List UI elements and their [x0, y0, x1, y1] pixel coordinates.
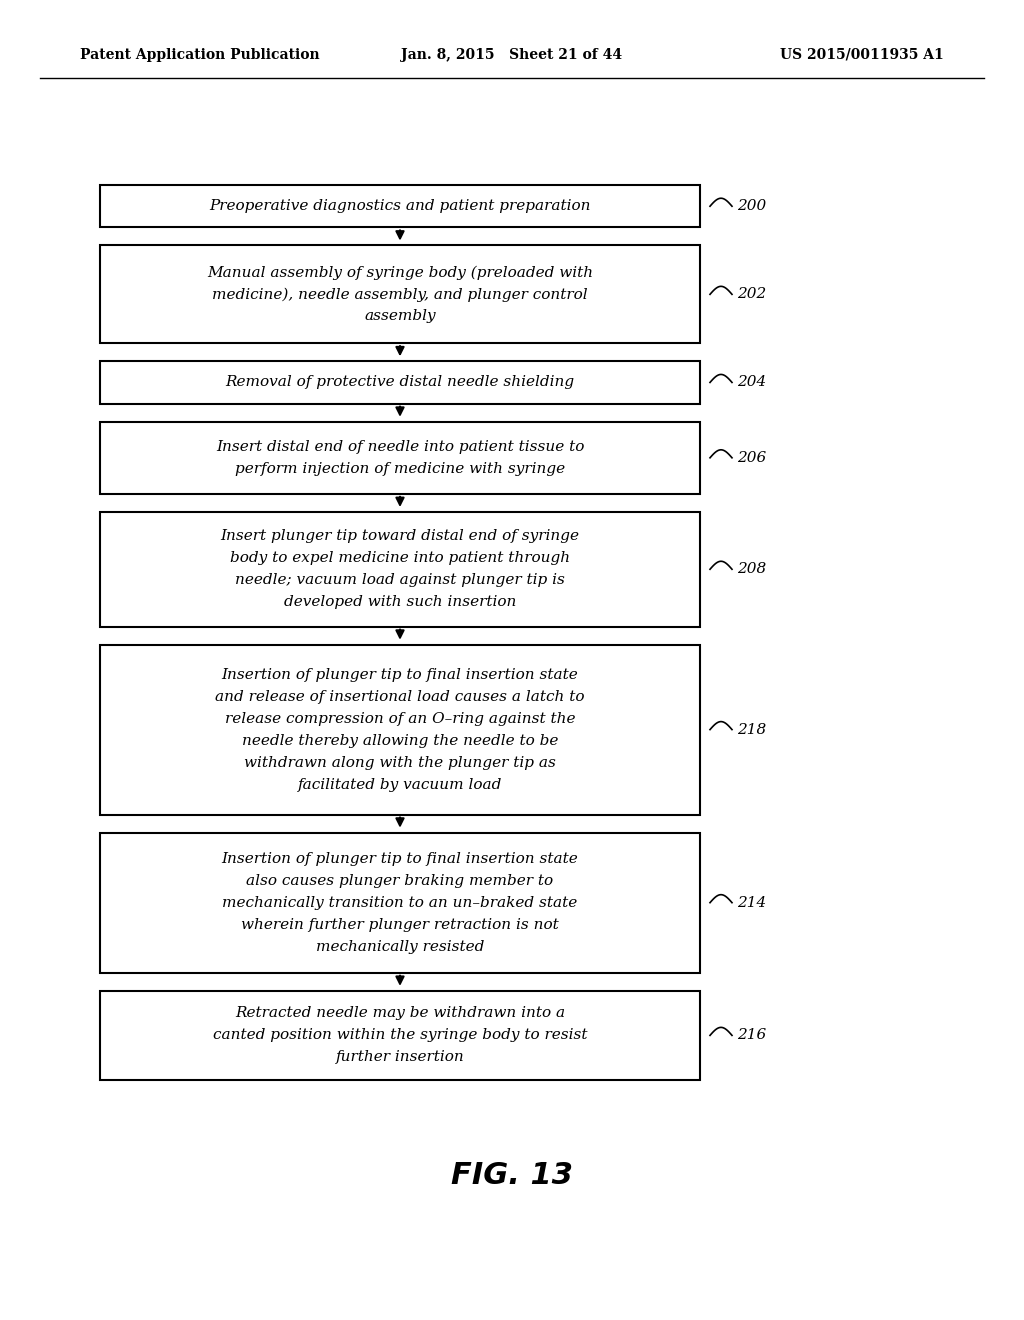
Text: 218: 218: [737, 722, 766, 737]
Bar: [100, 421, 700, 494]
Text: further insertion: further insertion: [336, 1051, 464, 1064]
Text: Insertion of plunger tip to final insertion state: Insertion of plunger tip to final insert…: [221, 668, 579, 681]
Text: 200: 200: [737, 199, 766, 214]
Text: medicine), needle assembly, and plunger control: medicine), needle assembly, and plunger …: [212, 288, 588, 301]
Text: Insertion of plunger tip to final insertion state: Insertion of plunger tip to final insert…: [221, 851, 579, 866]
Text: 214: 214: [737, 896, 766, 909]
Text: developed with such insertion: developed with such insertion: [284, 595, 516, 610]
Text: body to expel medicine into patient through: body to expel medicine into patient thro…: [230, 552, 570, 565]
Text: 202: 202: [737, 288, 766, 301]
Text: Preoperative diagnostics and patient preparation: Preoperative diagnostics and patient pre…: [209, 199, 591, 214]
Text: mechanically resisted: mechanically resisted: [315, 940, 484, 953]
Text: Manual assembly of syringe body (preloaded with: Manual assembly of syringe body (preload…: [207, 265, 593, 280]
Text: withdrawn along with the plunger tip as: withdrawn along with the plunger tip as: [244, 755, 556, 770]
Text: needle; vacuum load against plunger tip is: needle; vacuum load against plunger tip …: [236, 573, 565, 587]
Bar: [100, 512, 700, 627]
Text: Patent Application Publication: Patent Application Publication: [80, 48, 319, 62]
Text: also causes plunger braking member to: also causes plunger braking member to: [247, 874, 554, 887]
Text: 208: 208: [737, 562, 766, 577]
Text: canted position within the syringe body to resist: canted position within the syringe body …: [213, 1028, 587, 1043]
Text: facilitated by vacuum load: facilitated by vacuum load: [298, 777, 502, 792]
Bar: [100, 185, 700, 227]
Text: FIG. 13: FIG. 13: [451, 1160, 573, 1189]
Text: Insert plunger tip toward distal end of syringe: Insert plunger tip toward distal end of …: [220, 529, 580, 544]
Text: Retracted needle may be withdrawn into a: Retracted needle may be withdrawn into a: [234, 1006, 565, 1020]
Text: Insert distal end of needle into patient tissue to: Insert distal end of needle into patient…: [216, 440, 584, 454]
Bar: [100, 644, 700, 814]
Text: 206: 206: [737, 451, 766, 465]
Text: Removal of protective distal needle shielding: Removal of protective distal needle shie…: [225, 375, 574, 389]
Text: assembly: assembly: [365, 309, 436, 323]
Bar: [100, 991, 700, 1080]
Text: and release of insertional load causes a latch to: and release of insertional load causes a…: [215, 689, 585, 704]
Text: US 2015/0011935 A1: US 2015/0011935 A1: [780, 48, 944, 62]
Text: perform injection of medicine with syringe: perform injection of medicine with syrin…: [234, 462, 565, 475]
Text: mechanically transition to an un–braked state: mechanically transition to an un–braked …: [222, 896, 578, 909]
Text: 216: 216: [737, 1028, 766, 1043]
Bar: [100, 362, 700, 404]
Text: Jan. 8, 2015   Sheet 21 of 44: Jan. 8, 2015 Sheet 21 of 44: [401, 48, 623, 62]
Text: wherein further plunger retraction is not: wherein further plunger retraction is no…: [241, 917, 559, 932]
Text: needle thereby allowing the needle to be: needle thereby allowing the needle to be: [242, 734, 558, 747]
Text: release compression of an O–ring against the: release compression of an O–ring against…: [224, 711, 575, 726]
Bar: [100, 246, 700, 343]
Text: 204: 204: [737, 375, 766, 389]
Bar: [100, 833, 700, 973]
